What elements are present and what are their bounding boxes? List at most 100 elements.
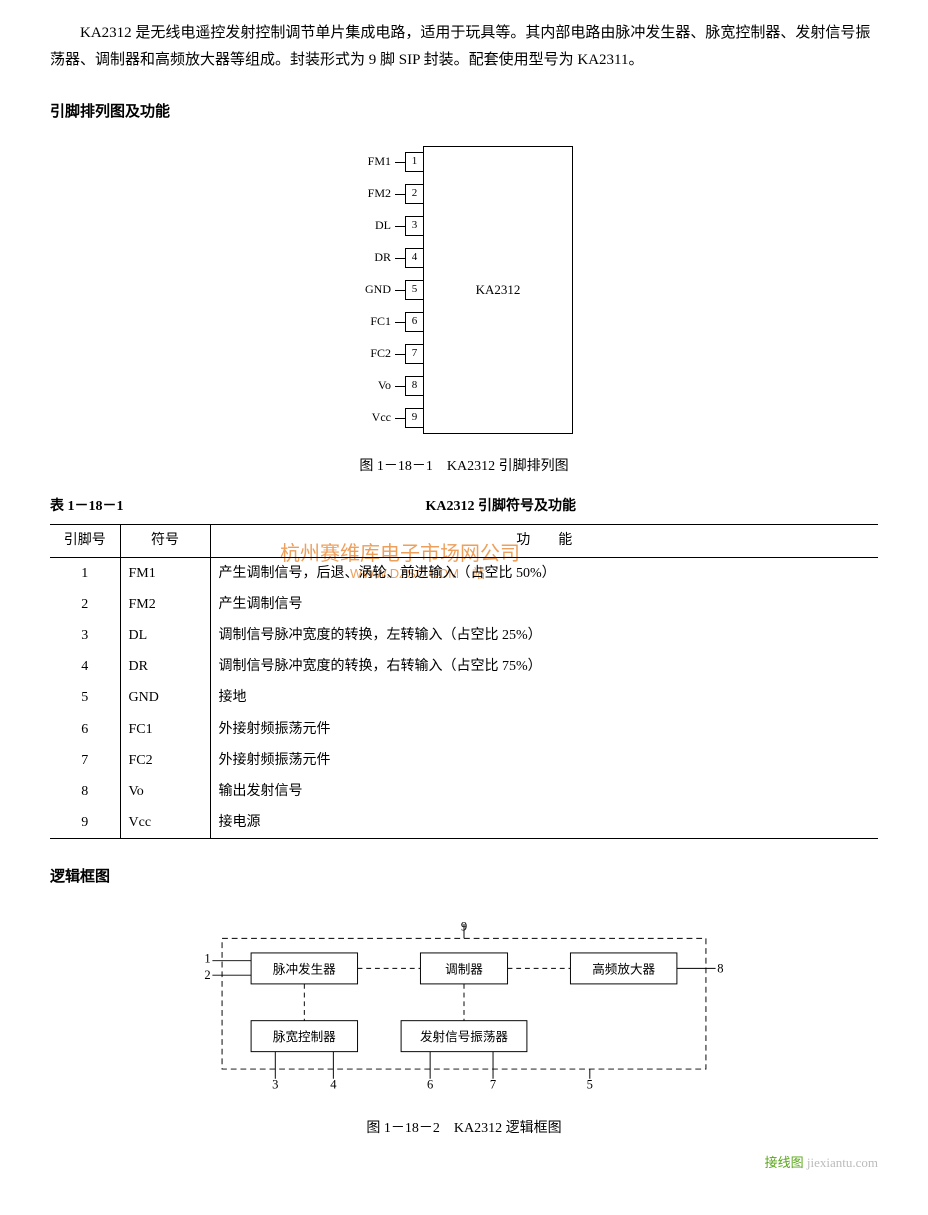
pin-name: DL bbox=[355, 215, 395, 237]
footer-green: 接线图 bbox=[765, 1155, 804, 1170]
table-cell: 外接射频振荡元件 bbox=[210, 714, 878, 745]
table-cell: GND bbox=[120, 682, 210, 713]
table-title: KA2312 引脚符号及功能 bbox=[124, 494, 879, 519]
pin-name: FC1 bbox=[355, 311, 395, 333]
svg-text:4: 4 bbox=[330, 1078, 337, 1092]
pin-name: FM1 bbox=[355, 151, 395, 173]
pin-table-wrap: 杭州赛维库电子市场网公司 WWW.DZSC.COM 站 引脚号符号功 能 1FM… bbox=[50, 524, 878, 839]
pin-wire bbox=[395, 322, 405, 323]
pin-number-box: 2 bbox=[405, 184, 423, 204]
table-cell: DR bbox=[120, 651, 210, 682]
svg-text:调制器: 调制器 bbox=[445, 963, 483, 977]
svg-text:8: 8 bbox=[717, 962, 723, 976]
footer-watermark: 接线图 jiexiantu.com bbox=[50, 1151, 878, 1174]
table-cell: 9 bbox=[50, 807, 120, 839]
chip-body: KA2312 bbox=[423, 146, 573, 434]
pin-number-box: 8 bbox=[405, 376, 423, 396]
table-cell: FC1 bbox=[120, 714, 210, 745]
table-label: 表 1－18－1 bbox=[50, 494, 124, 519]
pin-wire bbox=[395, 386, 405, 387]
pin-wire bbox=[395, 194, 405, 195]
pin-number-box: 3 bbox=[405, 216, 423, 236]
table-cell: 5 bbox=[50, 682, 120, 713]
pin-number-box: 5 bbox=[405, 280, 423, 300]
pin-row: Vcc 9 bbox=[355, 402, 423, 434]
figure2-caption: 图 1－18－2 KA2312 逻辑框图 bbox=[50, 1116, 878, 1141]
table-header: 符号 bbox=[120, 525, 210, 557]
table-cell: 调制信号脉冲宽度的转换，右转输入（占空比 75%） bbox=[210, 651, 878, 682]
pin-name: GND bbox=[355, 279, 395, 301]
pin-name: FM2 bbox=[355, 183, 395, 205]
table-row: 7FC2外接射频振荡元件 bbox=[50, 745, 878, 776]
pin-number-box: 1 bbox=[405, 152, 423, 172]
table-cell: 接地 bbox=[210, 682, 878, 713]
table-cell: FM1 bbox=[120, 557, 210, 589]
table-cell: 调制信号脉冲宽度的转换，左转输入（占空比 25%） bbox=[210, 620, 878, 651]
pin-number-box: 6 bbox=[405, 312, 423, 332]
pin-name: DR bbox=[355, 247, 395, 269]
svg-text:发射信号振荡器: 发射信号振荡器 bbox=[420, 1029, 508, 1044]
footer-domain: jiexiantu.com bbox=[807, 1155, 878, 1170]
pin-wire bbox=[395, 290, 405, 291]
pin-row: FC2 7 bbox=[355, 338, 423, 370]
svg-text:9: 9 bbox=[461, 920, 467, 934]
table-cell: 7 bbox=[50, 745, 120, 776]
pin-row: GND 5 bbox=[355, 274, 423, 306]
pin-row: Vo 8 bbox=[355, 370, 423, 402]
table-cell: 接电源 bbox=[210, 807, 878, 839]
svg-text:6: 6 bbox=[427, 1078, 433, 1092]
table-cell: FC2 bbox=[120, 745, 210, 776]
table-header: 引脚号 bbox=[50, 525, 120, 557]
table-row: 3DL调制信号脉冲宽度的转换，左转输入（占空比 25%） bbox=[50, 620, 878, 651]
table-row: 4DR调制信号脉冲宽度的转换，右转输入（占空比 75%） bbox=[50, 651, 878, 682]
pin-wire bbox=[395, 162, 405, 163]
pin-name: Vcc bbox=[355, 407, 395, 429]
table-cell: 输出发射信号 bbox=[210, 776, 878, 807]
pin-wire bbox=[395, 258, 405, 259]
pin-row: FC1 6 bbox=[355, 306, 423, 338]
table-cell: DL bbox=[120, 620, 210, 651]
section2-title: 逻辑框图 bbox=[50, 864, 878, 891]
table-row: 5GND接地 bbox=[50, 682, 878, 713]
section1-title: 引脚排列图及功能 bbox=[50, 99, 878, 126]
pin-name: FC2 bbox=[355, 343, 395, 365]
pin-wire bbox=[395, 418, 405, 419]
table-cell: 产生调制信号 bbox=[210, 589, 878, 620]
pin-name: Vo bbox=[355, 375, 395, 397]
table-cell: FM2 bbox=[120, 589, 210, 620]
pin-row: FM1 1 bbox=[355, 146, 423, 178]
table-cell: 2 bbox=[50, 589, 120, 620]
svg-text:5: 5 bbox=[587, 1078, 593, 1092]
table-cell: 8 bbox=[50, 776, 120, 807]
table-cell: 6 bbox=[50, 714, 120, 745]
table-row: 8Vo输出发射信号 bbox=[50, 776, 878, 807]
table-cell: 4 bbox=[50, 651, 120, 682]
pin-number-box: 7 bbox=[405, 344, 423, 364]
pin-number-box: 4 bbox=[405, 248, 423, 268]
pin-wire bbox=[395, 226, 405, 227]
table-row: 6FC1外接射频振荡元件 bbox=[50, 714, 878, 745]
svg-text:脉冲发生器: 脉冲发生器 bbox=[273, 962, 336, 977]
table-cell: Vo bbox=[120, 776, 210, 807]
block-diagram: 脉冲发生器调制器高频放大器脉宽控制器发射信号振荡器912834675 bbox=[50, 916, 878, 1106]
pin-wire bbox=[395, 354, 405, 355]
pin-diagram: FM1 1 FM2 2 DL 3 DR 4 GND 5 FC1 6 FC2 7 Vo 8 Vcc 9 KA2312 bbox=[50, 146, 878, 434]
pin-row: DR 4 bbox=[355, 242, 423, 274]
intro-paragraph: KA2312 是无线电遥控发射控制调节单片集成电路，适用于玩具等。其内部电路由脉… bbox=[50, 20, 878, 74]
table-cell: Vcc bbox=[120, 807, 210, 839]
svg-text:2: 2 bbox=[204, 968, 210, 982]
pin-table: 引脚号符号功 能 1FM1产生调制信号，后退、涡轮、前进输入（占空比 50%）2… bbox=[50, 524, 878, 839]
table-row: 1FM1产生调制信号，后退、涡轮、前进输入（占空比 50%） bbox=[50, 557, 878, 589]
table-cell: 产生调制信号，后退、涡轮、前进输入（占空比 50%） bbox=[210, 557, 878, 589]
figure1-caption: 图 1－18－1 KA2312 引脚排列图 bbox=[50, 454, 878, 479]
table-row: 9Vcc接电源 bbox=[50, 807, 878, 839]
svg-text:7: 7 bbox=[490, 1078, 496, 1092]
table-header: 功 能 bbox=[210, 525, 878, 557]
pin-row: DL 3 bbox=[355, 210, 423, 242]
svg-text:高频放大器: 高频放大器 bbox=[592, 962, 655, 977]
pin-number-box: 9 bbox=[405, 408, 423, 428]
svg-text:1: 1 bbox=[204, 952, 210, 966]
table-row: 2FM2产生调制信号 bbox=[50, 589, 878, 620]
svg-text:脉宽控制器: 脉宽控制器 bbox=[273, 1029, 336, 1044]
pin-row: FM2 2 bbox=[355, 178, 423, 210]
